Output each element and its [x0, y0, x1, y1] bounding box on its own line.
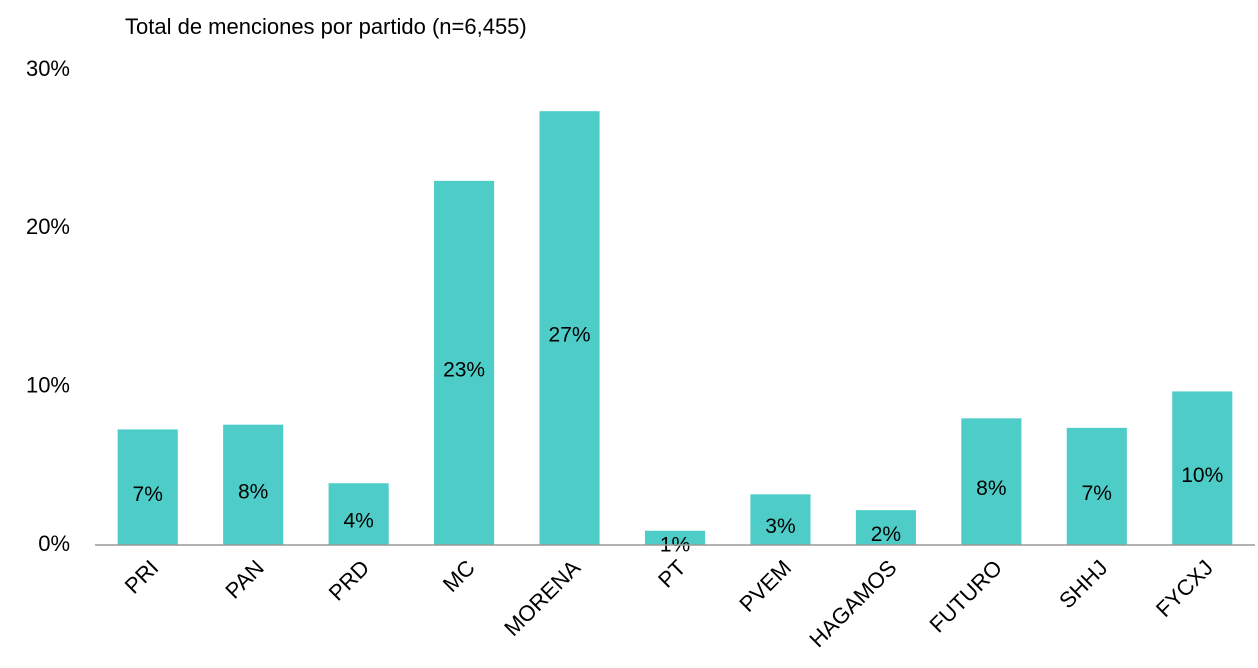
x-tick-label: MORENA — [499, 555, 585, 641]
y-tick-label: 20% — [26, 214, 70, 239]
bar — [539, 111, 600, 546]
x-tick-label: HAGAMOS — [804, 555, 901, 652]
value-label: 3% — [765, 515, 795, 538]
bar — [328, 483, 389, 545]
value-label: 7% — [133, 483, 163, 506]
bar — [1066, 427, 1127, 545]
bar — [855, 510, 916, 545]
y-tick-label: 30% — [26, 56, 70, 81]
y-tick-label: 0% — [38, 531, 70, 556]
value-label: 2% — [871, 523, 901, 546]
y-tick-label: 10% — [26, 372, 70, 397]
value-label: 27% — [549, 324, 591, 347]
x-tick-label: FYCXJ — [1151, 555, 1218, 622]
x-tick-label: PAN — [220, 555, 269, 604]
x-tick-label: FUTURO — [925, 555, 1007, 637]
bar — [750, 494, 811, 545]
value-label: 23% — [443, 358, 485, 381]
chart-title: Total de menciones por partido (n=6,455) — [125, 14, 527, 39]
bar — [434, 180, 495, 546]
value-label: 8% — [976, 477, 1006, 500]
x-tick-label: PT — [653, 555, 691, 593]
bar — [644, 530, 706, 545]
value-label: 10% — [1181, 464, 1223, 487]
x-tick-label: SHHJ — [1054, 555, 1112, 613]
bar — [1172, 391, 1233, 545]
bar — [223, 424, 284, 545]
x-tick-label: PVEM — [734, 555, 796, 617]
x-tick-label: MC — [438, 555, 480, 597]
x-tick-label: PRD — [324, 555, 375, 606]
x-tick-label: PRI — [120, 555, 164, 599]
value-label: 8% — [238, 480, 268, 503]
value-label: 4% — [343, 510, 373, 533]
bar — [117, 429, 178, 545]
value-label: 7% — [1082, 482, 1112, 505]
bar — [961, 418, 1022, 545]
